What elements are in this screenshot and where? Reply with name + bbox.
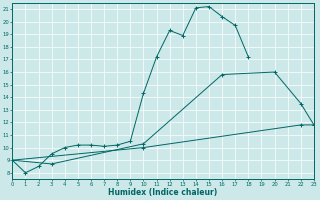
X-axis label: Humidex (Indice chaleur): Humidex (Indice chaleur) bbox=[108, 188, 218, 197]
